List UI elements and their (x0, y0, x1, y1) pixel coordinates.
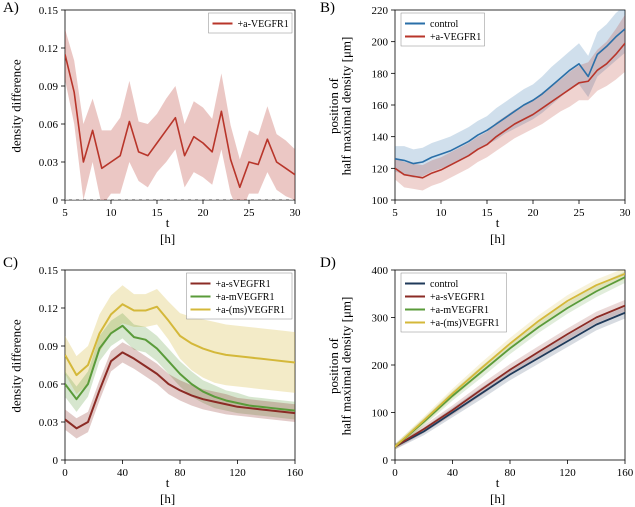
svg-text:200: 200 (372, 360, 389, 372)
svg-text:80: 80 (505, 467, 517, 479)
svg-text:control: control (430, 279, 459, 290)
svg-text:0: 0 (392, 467, 398, 479)
svg-text:+a-sVEGFR1: +a-sVEGFR1 (430, 292, 485, 303)
svg-text:+a-(ms)VEGFR1: +a-(ms)VEGFR1 (430, 318, 500, 329)
svg-text:100: 100 (372, 408, 389, 420)
svg-text:120: 120 (559, 467, 576, 479)
panel-d-chart: 0 40 80 120 160 0 100 200 300 400 control +a-sVEGFR… (0, 0, 635, 503)
svg-text:40: 40 (447, 467, 459, 479)
svg-text:300: 300 (372, 313, 389, 325)
panel-d-xlabel: t [h] (490, 475, 505, 507)
svg-text:0: 0 (383, 455, 389, 467)
panel-d-ylabel-2: half maximal density [μm] (338, 297, 354, 436)
svg-text:160: 160 (617, 467, 634, 479)
svg-text:+a-mVEGFR1: +a-mVEGFR1 (430, 305, 489, 316)
svg-text:400: 400 (372, 265, 389, 277)
